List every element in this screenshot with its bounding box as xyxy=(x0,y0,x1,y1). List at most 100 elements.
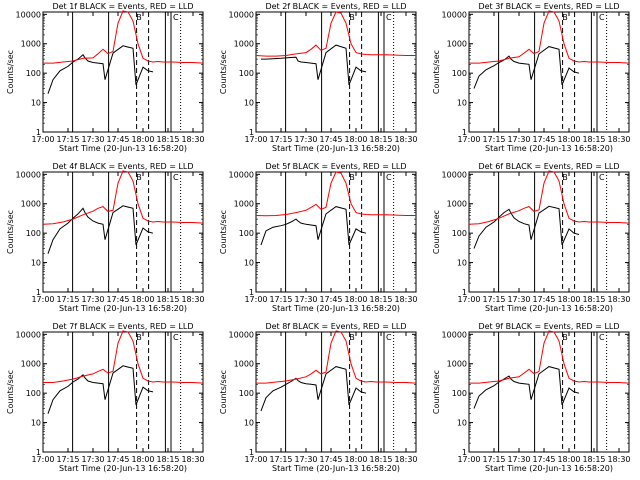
marker-label-c: C xyxy=(386,13,392,22)
series-line-lld xyxy=(468,170,630,225)
y-tick-label: 1 xyxy=(36,448,41,457)
x-tick-label: 18:30 xyxy=(181,135,204,144)
y-axis-label: Counts/sec xyxy=(219,50,228,94)
x-tick-label: 18:15 xyxy=(582,295,605,304)
x-tick-label: 17:00 xyxy=(244,295,267,304)
x-tick-label: 18:15 xyxy=(156,295,179,304)
y-tick-label: 1 xyxy=(249,288,254,297)
y-axis-label: Counts/sec xyxy=(6,210,15,254)
y-tick-label: 10 xyxy=(457,419,467,428)
x-tick-label: 18:15 xyxy=(369,295,392,304)
x-tick-label: 17:00 xyxy=(31,455,54,464)
marker-label-c: C xyxy=(599,13,605,22)
marker-label-b: B xyxy=(349,333,355,342)
x-axis-label: Start Time (20-Jun-13 16:58:20) xyxy=(272,464,400,473)
y-tick-label: 1000 xyxy=(21,40,41,49)
x-tick-label: 18:30 xyxy=(181,295,204,304)
y-tick-label: 100 xyxy=(26,229,41,238)
x-tick-label: 17:30 xyxy=(294,295,317,304)
x-tick-label: 17:00 xyxy=(31,295,54,304)
plot-title: Det 5f BLACK = Events, RED = LLD xyxy=(265,162,406,171)
x-tick-label: 17:45 xyxy=(106,135,129,144)
x-tick-label: 17:45 xyxy=(106,455,129,464)
plot-title: Det 8f BLACK = Events, RED = LLD xyxy=(265,322,406,331)
y-tick-label: 100 xyxy=(452,229,467,238)
x-tick-label: 18:00 xyxy=(344,295,367,304)
marker-label-b: B xyxy=(136,333,142,342)
series-line-events xyxy=(47,205,154,254)
marker-label-c: C xyxy=(173,13,179,22)
y-tick-label: 1000 xyxy=(447,40,467,49)
series-line-events xyxy=(473,205,580,249)
marker-label-c: C xyxy=(386,333,392,342)
y-axis-label: Counts/sec xyxy=(6,50,15,94)
y-tick-label: 1000 xyxy=(234,200,254,209)
plot-frame xyxy=(255,171,417,293)
y-tick-label: 100 xyxy=(26,389,41,398)
y-tick-label: 10000 xyxy=(442,170,467,179)
x-tick-label: 17:30 xyxy=(81,295,104,304)
y-tick-label: 10000 xyxy=(229,330,254,339)
y-axis-label: Counts/sec xyxy=(432,370,441,414)
series-line-events xyxy=(473,366,580,409)
series-line-events xyxy=(260,206,367,246)
series-line-events xyxy=(260,366,367,412)
x-tick-label: 17:15 xyxy=(482,295,505,304)
marker-label-c: C xyxy=(599,333,605,342)
y-tick-label: 1000 xyxy=(21,200,41,209)
x-tick-label: 18:00 xyxy=(557,295,580,304)
x-tick-label: 17:15 xyxy=(56,455,79,464)
y-tick-label: 1 xyxy=(36,128,41,137)
x-tick-label: 17:15 xyxy=(482,455,505,464)
x-tick-label: 17:45 xyxy=(319,135,342,144)
x-axis-label: Start Time (20-Jun-13 16:58:20) xyxy=(59,144,187,153)
y-tick-label: 100 xyxy=(239,389,254,398)
marker-label-c: C xyxy=(599,173,605,182)
x-tick-label: 17:00 xyxy=(457,135,480,144)
x-axis-label: Start Time (20-Jun-13 16:58:20) xyxy=(59,464,187,473)
y-tick-label: 1000 xyxy=(447,200,467,209)
plot-title: Det 9f BLACK = Events, RED = LLD xyxy=(478,322,619,331)
marker-label-b: B xyxy=(136,13,142,22)
y-tick-label: 100 xyxy=(239,229,254,238)
x-tick-label: 17:00 xyxy=(244,455,267,464)
x-tick-label: 18:15 xyxy=(582,135,605,144)
plot-frame xyxy=(42,11,204,133)
y-tick-label: 1000 xyxy=(21,360,41,369)
plot-frame xyxy=(42,171,204,293)
series-line-lld xyxy=(42,170,204,225)
y-axis-label: Counts/sec xyxy=(432,210,441,254)
x-axis-label: Start Time (20-Jun-13 16:58:20) xyxy=(272,144,400,153)
x-tick-label: 18:30 xyxy=(181,455,204,464)
x-tick-label: 17:45 xyxy=(532,455,555,464)
x-axis-label: Start Time (20-Jun-13 16:58:20) xyxy=(272,304,400,313)
x-tick-label: 17:45 xyxy=(106,295,129,304)
y-tick-label: 10 xyxy=(244,259,254,268)
y-tick-label: 1000 xyxy=(234,360,254,369)
y-tick-label: 10000 xyxy=(442,330,467,339)
y-tick-label: 10000 xyxy=(16,330,41,339)
y-tick-label: 10 xyxy=(31,99,41,108)
series-line-lld xyxy=(256,330,417,384)
x-tick-label: 18:00 xyxy=(557,455,580,464)
x-tick-label: 18:00 xyxy=(131,135,154,144)
y-tick-label: 10 xyxy=(31,259,41,268)
series-line-lld xyxy=(43,330,204,384)
x-tick-label: 18:00 xyxy=(557,135,580,144)
y-tick-label: 1 xyxy=(462,128,467,137)
x-tick-label: 18:30 xyxy=(607,295,630,304)
x-axis-label: Start Time (20-Jun-13 16:58:20) xyxy=(485,464,613,473)
marker-label-b: B xyxy=(349,13,355,22)
x-tick-label: 18:30 xyxy=(394,135,417,144)
marker-label-b: B xyxy=(562,173,568,182)
plot-title: Det 7f BLACK = Events, RED = LLD xyxy=(52,322,193,331)
series-line-lld xyxy=(469,10,630,64)
x-tick-label: 17:30 xyxy=(507,135,530,144)
plot-title: Det 2f BLACK = Events, RED = LLD xyxy=(265,2,406,11)
y-tick-label: 10 xyxy=(457,99,467,108)
plot-frame xyxy=(42,331,204,453)
x-tick-label: 17:45 xyxy=(532,135,555,144)
x-tick-label: 18:00 xyxy=(344,455,367,464)
y-tick-label: 10 xyxy=(244,99,254,108)
